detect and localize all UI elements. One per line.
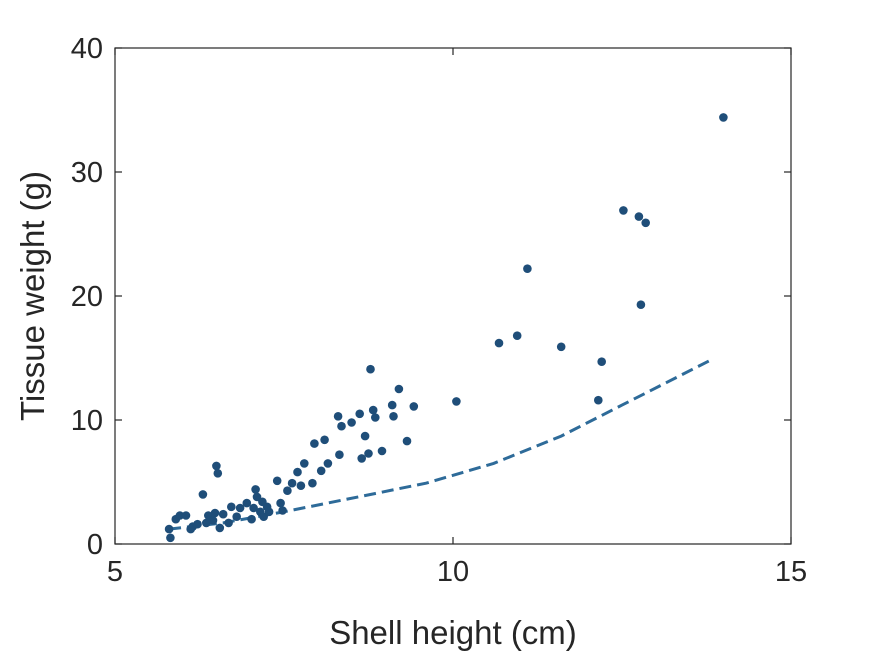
- y-tick-label: 40: [71, 33, 103, 65]
- data-point: [213, 469, 223, 478]
- data-point: [556, 342, 566, 352]
- data-point: [402, 436, 412, 446]
- y-tick-label: 30: [71, 157, 103, 189]
- data-point: [276, 498, 285, 508]
- data-point: [310, 439, 319, 448]
- data-point: [232, 512, 241, 521]
- data-point: [316, 466, 326, 476]
- data-point: [357, 454, 367, 463]
- data-point: [512, 331, 522, 341]
- data-point: [164, 524, 174, 534]
- data-point: [377, 446, 387, 456]
- data-point: [181, 511, 191, 520]
- data-point: [394, 384, 404, 394]
- data-point: [389, 412, 398, 421]
- plot-area: [114, 47, 792, 545]
- x-axis-title: Shell height (cm): [329, 614, 577, 651]
- data-point: [218, 509, 228, 519]
- data-point: [283, 486, 292, 496]
- data-point: [387, 400, 397, 410]
- data-point: [371, 413, 380, 422]
- y-tick-label: 0: [87, 529, 103, 561]
- data-point: [264, 507, 274, 517]
- data-point: [335, 450, 344, 460]
- x-axis-ticks: 5 10 15: [107, 48, 807, 588]
- data-point: [634, 212, 644, 221]
- data-point: [366, 364, 375, 374]
- data-point: [320, 435, 329, 445]
- y-axis-ticks: 0 10 20 30 40: [71, 33, 791, 561]
- data-point: [212, 461, 221, 471]
- data-point: [337, 421, 346, 431]
- data-point: [641, 218, 650, 228]
- y-tick-label: 10: [71, 405, 103, 437]
- data-point: [186, 524, 195, 534]
- data-point: [347, 418, 356, 427]
- fit-line-layer: [168, 359, 711, 531]
- data-point: [323, 459, 333, 468]
- data-point: [175, 511, 185, 520]
- data-point: [409, 402, 419, 411]
- data-point: [300, 459, 309, 468]
- data-point: [247, 514, 256, 524]
- data-point: [272, 476, 282, 486]
- data-point: [293, 467, 302, 477]
- data-point: [251, 485, 260, 494]
- data-point: [452, 397, 461, 406]
- data-point: [636, 300, 646, 310]
- x-tick-label: 5: [107, 556, 123, 588]
- data-point: [494, 338, 504, 348]
- data-point: [166, 533, 175, 543]
- data-point: [523, 264, 532, 274]
- data-point: [333, 412, 343, 421]
- points-layer: [164, 113, 728, 543]
- data-point: [242, 498, 252, 508]
- data-point: [308, 478, 317, 488]
- data-point: [215, 523, 225, 533]
- data-point: [368, 405, 378, 415]
- data-point: [249, 503, 258, 513]
- y-tick-label: 20: [71, 281, 103, 313]
- data-point: [208, 516, 218, 525]
- data-point: [594, 395, 603, 405]
- data-point: [355, 409, 365, 419]
- data-point: [597, 357, 606, 367]
- y-axis-title: Tissue weight (g): [14, 171, 51, 421]
- data-point: [202, 518, 211, 528]
- data-point: [198, 490, 208, 499]
- fit-line: [168, 359, 711, 531]
- x-tick-label: 15: [775, 556, 807, 588]
- data-point: [360, 431, 370, 441]
- data-point: [364, 449, 373, 458]
- data-point: [224, 518, 233, 528]
- x-tick-label: 10: [437, 556, 469, 588]
- data-point: [719, 113, 728, 122]
- data-point: [235, 503, 245, 513]
- data-point: [193, 519, 202, 529]
- data-point: [287, 478, 297, 488]
- data-point: [296, 481, 306, 491]
- data-point: [227, 502, 236, 512]
- data-point: [278, 506, 287, 515]
- data-point: [619, 206, 628, 215]
- data-point: [210, 508, 220, 518]
